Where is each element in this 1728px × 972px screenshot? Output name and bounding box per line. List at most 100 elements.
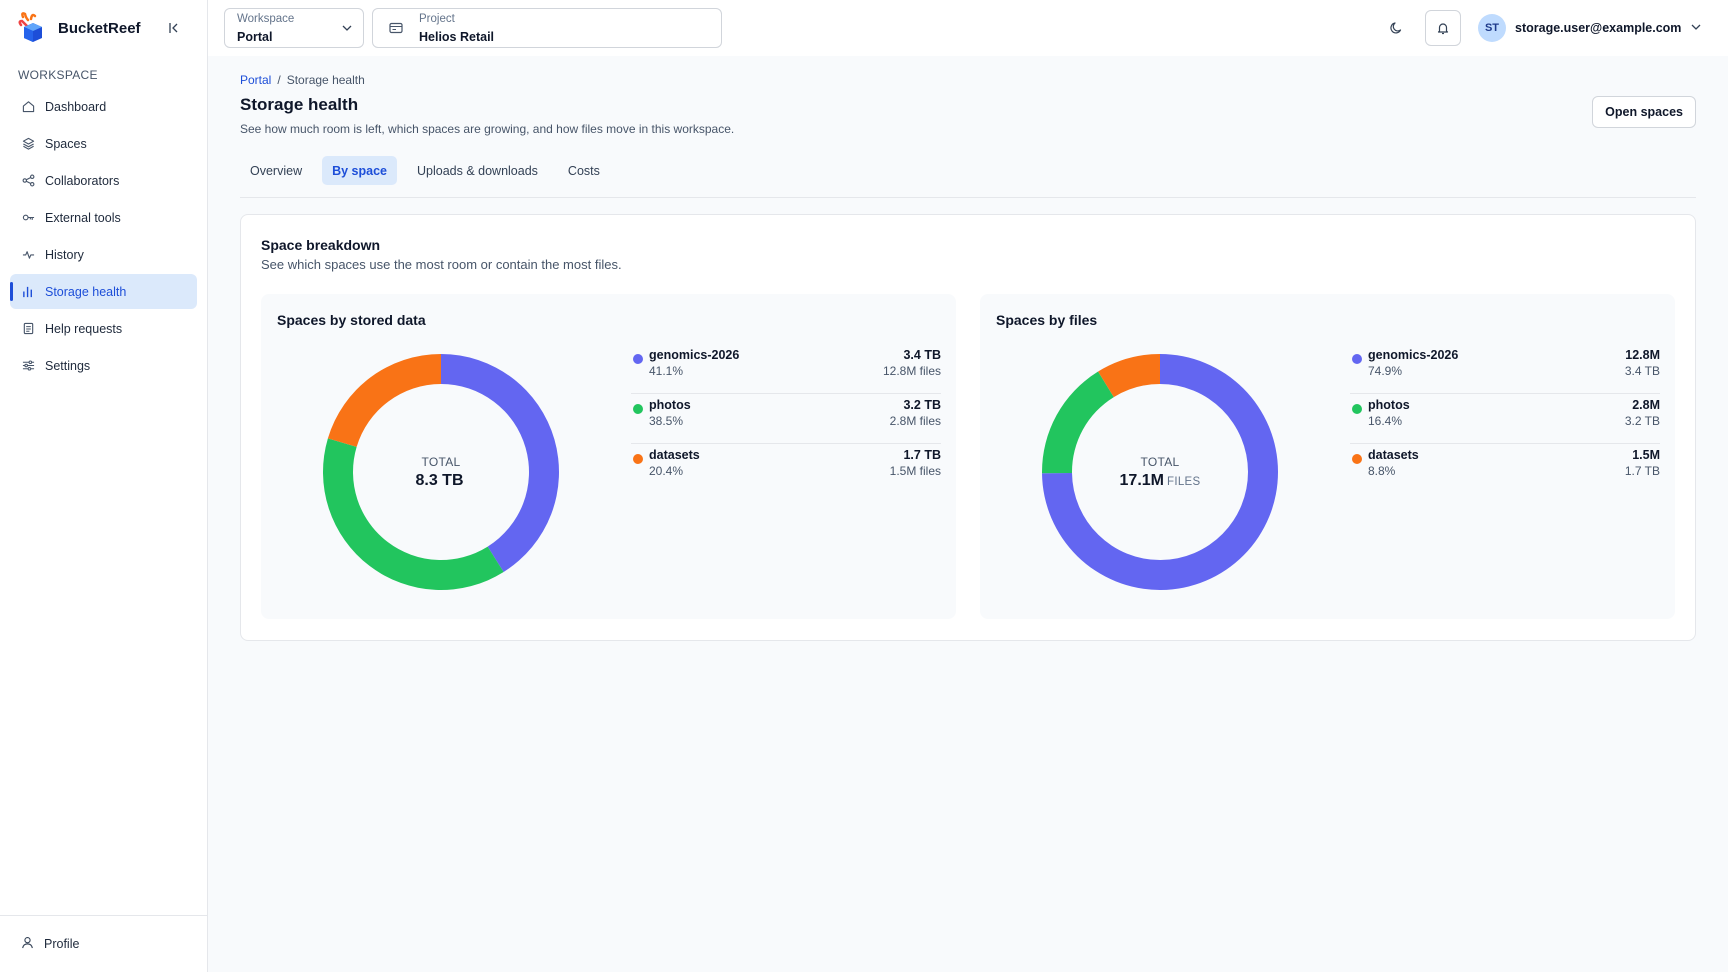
donut-slice-genomics-2026[interactable] xyxy=(441,354,559,573)
legend-name: photos xyxy=(1368,398,1410,412)
user-icon xyxy=(21,936,34,952)
legend-secondary: 1.7 TB xyxy=(1624,464,1660,478)
theme-toggle-button[interactable] xyxy=(1384,16,1408,40)
legend-row[interactable]: datasets 20.4% 1.7 TB 1.5M files xyxy=(631,444,941,494)
legend-value: 1.5M xyxy=(1632,448,1660,462)
collapse-sidebar-button[interactable] xyxy=(164,18,184,38)
legend-row[interactable]: photos 16.4% 2.8M 3.2 TB xyxy=(1350,394,1660,444)
tab-bar: Overview By space Uploads & downloads Co… xyxy=(240,156,610,185)
donut-slice-datasets[interactable] xyxy=(327,354,441,447)
collapse-left-icon xyxy=(169,23,178,33)
home-icon xyxy=(21,100,35,114)
legend-secondary: 3.4 TB xyxy=(1624,364,1660,378)
sidebar-nav: Dashboard Spaces Collaborators External … xyxy=(10,89,197,385)
legend-secondary: 2.8M files xyxy=(889,414,941,428)
chevron-down-icon xyxy=(1690,20,1702,36)
legend-value: 3.4 TB xyxy=(903,348,941,362)
legend-name: datasets xyxy=(1368,448,1419,462)
files-chart-panel: Spaces by files TOTAL 17.1M FILES genomic… xyxy=(980,294,1675,619)
breadcrumb-link-portal[interactable]: Portal xyxy=(240,73,272,87)
sidebar-item-help-requests[interactable]: Help requests xyxy=(10,311,197,346)
user-email: storage.user@example.com xyxy=(1515,21,1682,35)
legend-row[interactable]: genomics-2026 74.9% 12.8M 3.4 TB xyxy=(1350,344,1660,394)
stored-data-donut-chart xyxy=(322,354,559,590)
sidebar-item-dashboard[interactable]: Dashboard xyxy=(10,89,197,124)
sidebar-item-settings[interactable]: Settings xyxy=(10,348,197,383)
project-selector[interactable]: Project Helios Retail xyxy=(372,8,722,48)
legend-row[interactable]: datasets 8.8% 1.5M 1.7 TB xyxy=(1350,444,1660,494)
chart-legend: genomics-2026 74.9% 12.8M 3.4 TB photos … xyxy=(1350,344,1660,494)
user-menu[interactable]: ST storage.user@example.com xyxy=(1478,14,1702,42)
legend-dot-datasets xyxy=(1352,454,1362,464)
sidebar-item-label: History xyxy=(45,247,84,262)
open-spaces-button[interactable]: Open spaces xyxy=(1592,96,1696,128)
brand-name: BucketReef xyxy=(58,19,141,37)
legend-percent: 16.4% xyxy=(1368,414,1403,428)
tab-overview[interactable]: Overview xyxy=(250,163,303,178)
sidebar-item-collaborators[interactable]: Collaborators xyxy=(10,163,197,198)
chevron-down-icon xyxy=(341,21,353,37)
tab-costs[interactable]: Costs xyxy=(567,163,600,178)
legend-value: 3.2 TB xyxy=(903,398,941,412)
main-content: Portal / Storage health Storage health S… xyxy=(208,56,1728,972)
share-icon xyxy=(21,174,35,188)
sidebar-section-label: WORKSPACE xyxy=(18,68,98,82)
document-icon xyxy=(21,322,35,336)
topbar: Workspace Portal Project Helios Retail S… xyxy=(208,0,1728,56)
sidebar-item-history[interactable]: History xyxy=(10,237,197,272)
legend-value: 12.8M xyxy=(1625,348,1660,362)
sidebar-item-label: Spaces xyxy=(45,136,87,151)
sliders-icon xyxy=(21,359,35,373)
tab-uploads-downloads[interactable]: Uploads & downloads xyxy=(417,163,538,178)
sidebar-item-label: Collaborators xyxy=(45,173,120,188)
card-icon xyxy=(389,21,403,38)
chart-title: Spaces by files xyxy=(996,312,1098,328)
workspace-selector[interactable]: Workspace Portal xyxy=(224,8,364,48)
project-selector-label: Project xyxy=(419,13,455,25)
tab-by-space[interactable]: By space xyxy=(322,156,397,185)
bell-icon xyxy=(1437,23,1449,35)
breadcrumb: Portal / Storage health xyxy=(240,73,365,87)
donut-slice-datasets[interactable] xyxy=(1098,354,1160,398)
legend-value: 1.7 TB xyxy=(903,448,941,462)
tabs-divider xyxy=(240,197,1696,198)
legend-percent: 20.4% xyxy=(649,464,684,478)
layers-icon xyxy=(21,137,35,151)
key-icon xyxy=(21,211,35,225)
card-title: Space breakdown xyxy=(261,237,381,253)
sidebar-item-spaces[interactable]: Spaces xyxy=(10,126,197,161)
card-subtitle: See which spaces use the most room or co… xyxy=(261,257,622,272)
chart-legend: genomics-2026 41.1% 3.4 TB 12.8M files p… xyxy=(631,344,941,494)
legend-row[interactable]: photos 38.5% 3.2 TB 2.8M files xyxy=(631,394,941,444)
sidebar-item-external-tools[interactable]: External tools xyxy=(10,200,197,235)
sidebar-item-label: Help requests xyxy=(45,321,123,336)
brand[interactable]: BucketReef xyxy=(18,10,141,46)
sidebar-item-storage-health[interactable]: Storage health xyxy=(10,274,197,309)
activity-icon xyxy=(21,248,35,262)
notifications-button[interactable] xyxy=(1425,10,1461,46)
legend-percent: 41.1% xyxy=(649,364,684,378)
legend-dot-genomics xyxy=(1352,354,1362,364)
sidebar-item-profile[interactable]: Profile xyxy=(0,915,207,972)
donut-slice-photos[interactable] xyxy=(1042,371,1114,474)
legend-percent: 74.9% xyxy=(1368,364,1403,378)
project-selector-value: Helios Retail xyxy=(419,30,495,44)
breadcrumb-current: Storage health xyxy=(286,73,365,87)
legend-row[interactable]: genomics-2026 41.1% 3.4 TB 12.8M files xyxy=(631,344,941,394)
legend-percent: 8.8% xyxy=(1368,464,1396,478)
bucketreef-logo-icon xyxy=(18,11,48,45)
avatar: ST xyxy=(1478,14,1506,42)
legend-name: genomics-2026 xyxy=(649,348,740,362)
page-title: Storage health xyxy=(240,95,359,114)
stored-data-chart-panel: Spaces by stored data TOTAL 8.3 TB genom… xyxy=(261,294,956,619)
space-breakdown-card: Space breakdown See which spaces use the… xyxy=(240,214,1696,641)
legend-secondary: 3.2 TB xyxy=(1624,414,1660,428)
workspace-selector-value: Portal xyxy=(237,30,273,44)
legend-dot-photos xyxy=(1352,404,1362,414)
legend-dot-photos xyxy=(633,404,643,414)
donut-slice-photos[interactable] xyxy=(322,438,504,590)
legend-dot-genomics xyxy=(633,354,643,364)
legend-secondary: 12.8M files xyxy=(882,364,941,378)
legend-dot-datasets xyxy=(633,454,643,464)
moon-icon xyxy=(1390,22,1402,34)
